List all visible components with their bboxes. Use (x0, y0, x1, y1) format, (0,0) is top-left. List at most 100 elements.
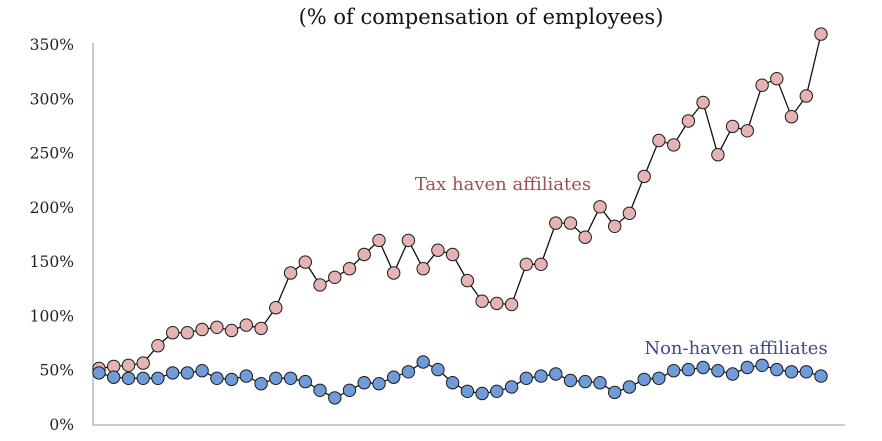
data-point (357, 376, 371, 390)
data-point (269, 371, 283, 385)
data-point (725, 367, 740, 381)
series-label-tax-haven: Tax haven affiliates (415, 174, 591, 195)
data-point (416, 262, 430, 276)
data-point (298, 374, 312, 389)
data-point (460, 273, 475, 288)
data-point (755, 78, 769, 92)
data-point (755, 358, 769, 372)
y-tick-label: 250% (30, 145, 74, 163)
data-point (593, 200, 607, 214)
data-point (637, 169, 651, 184)
data-point (534, 369, 548, 383)
data-point (224, 323, 239, 338)
y-tick-label: 0% (49, 416, 74, 434)
data-point (475, 386, 489, 401)
data-point (814, 369, 828, 383)
data-point (475, 294, 489, 308)
data-point (681, 114, 696, 128)
data-point (637, 372, 651, 387)
data-point (166, 366, 180, 380)
data-point (622, 206, 637, 221)
data-point (107, 370, 121, 384)
data-point (254, 377, 268, 391)
series-label-non-haven: Non-haven affiliates (644, 338, 827, 359)
data-point (92, 366, 106, 380)
data-point (593, 376, 607, 390)
data-point (490, 384, 504, 398)
data-point (431, 362, 445, 377)
data-point (711, 148, 725, 162)
data-point (180, 366, 195, 380)
data-point (416, 355, 430, 369)
data-point (460, 384, 475, 398)
data-point (563, 373, 578, 388)
data-point (667, 138, 681, 152)
data-point (210, 320, 224, 334)
data-point (652, 371, 666, 385)
data-point (549, 216, 563, 230)
data-point (328, 270, 342, 284)
data-point (740, 124, 754, 138)
data-point (180, 326, 195, 340)
data-point (681, 362, 696, 377)
data-point (136, 356, 150, 370)
y-tick-label: 350% (30, 36, 74, 54)
data-point (799, 365, 813, 379)
data-point (342, 383, 357, 397)
series-line-0 (98, 33, 822, 370)
data-point (136, 371, 150, 385)
data-point (490, 296, 504, 311)
data-point (269, 301, 283, 315)
y-ticks: 0% 50% 100% 150% 200% 250% 300% 350% (30, 36, 74, 434)
data-point (784, 110, 799, 124)
data-point (431, 243, 445, 257)
data-point (387, 370, 401, 384)
chart-subtitle: (% of compensation of employees) (299, 5, 664, 29)
data-point (401, 233, 416, 248)
data-point (342, 262, 357, 276)
data-point (283, 371, 298, 385)
series-layer (92, 27, 828, 405)
data-point (549, 367, 563, 381)
data-point (711, 364, 725, 378)
data-point (445, 376, 460, 390)
data-point (372, 377, 386, 391)
data-point (239, 318, 254, 332)
data-point (563, 216, 578, 230)
y-tick-label: 50% (40, 362, 74, 380)
data-point (504, 380, 519, 394)
data-point (799, 89, 813, 103)
data-point (608, 385, 622, 400)
data-point (166, 326, 180, 340)
data-point (445, 247, 460, 262)
data-point (195, 322, 209, 337)
y-tick-label: 150% (30, 253, 74, 271)
data-point (195, 364, 209, 378)
data-point (622, 380, 637, 394)
data-point (814, 27, 828, 41)
data-point (151, 371, 165, 385)
data-point (239, 369, 254, 383)
data-point (254, 321, 268, 336)
data-point (357, 247, 371, 262)
data-point (372, 233, 386, 248)
data-point (224, 372, 239, 387)
data-point (121, 371, 136, 385)
data-point (534, 257, 548, 271)
y-tick-label: 300% (30, 90, 74, 108)
data-point (740, 360, 754, 375)
data-point (519, 257, 533, 271)
data-point (401, 365, 416, 379)
data-point (696, 360, 710, 375)
data-point (210, 371, 224, 385)
data-point (578, 230, 592, 244)
data-point (519, 371, 533, 385)
data-point (608, 219, 622, 234)
data-point (667, 364, 681, 378)
y-tick-label: 100% (30, 307, 74, 325)
data-point (784, 365, 799, 379)
data-point (504, 297, 519, 312)
data-point (298, 255, 312, 269)
data-point (328, 391, 342, 405)
